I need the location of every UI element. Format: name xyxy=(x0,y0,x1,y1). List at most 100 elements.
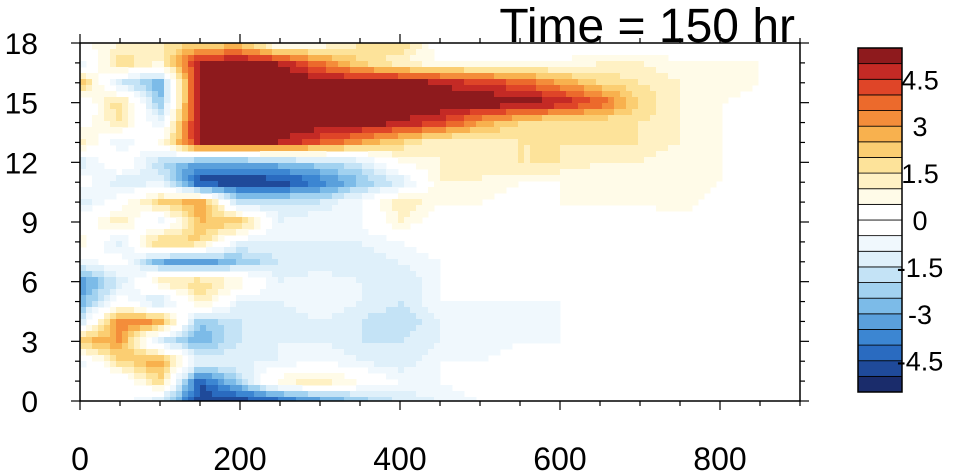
contour-cell xyxy=(326,199,333,206)
contour-cell xyxy=(170,223,177,230)
contour-cell xyxy=(698,151,705,158)
contour-cell xyxy=(710,97,717,104)
contour-cell xyxy=(104,247,111,254)
contour-cell xyxy=(350,361,357,368)
contour-cell xyxy=(518,133,525,140)
contour-cell xyxy=(446,307,453,314)
contour-cell xyxy=(668,79,675,86)
contour-cell xyxy=(212,169,219,176)
contour-cell xyxy=(320,307,327,314)
contour-cell xyxy=(404,223,411,230)
contour-cell xyxy=(524,115,531,122)
contour-cell xyxy=(494,301,501,308)
contour-cell xyxy=(212,157,219,164)
contour-cell xyxy=(86,199,93,206)
contour-cell xyxy=(398,265,405,272)
contour-cell xyxy=(542,133,549,140)
contour-cell xyxy=(290,337,297,344)
contour-cell xyxy=(482,301,489,308)
contour-cell xyxy=(368,85,375,92)
y-tick-label: 15 xyxy=(5,88,38,121)
contour-cell xyxy=(602,175,609,182)
contour-cell xyxy=(500,139,507,146)
contour-cell xyxy=(248,301,255,308)
contour-cell xyxy=(596,103,603,110)
contour-cell xyxy=(422,97,429,104)
contour-cell xyxy=(392,61,399,68)
contour-cell xyxy=(128,271,135,278)
contour-cell xyxy=(128,115,135,122)
contour-cell xyxy=(182,373,189,380)
contour-cell xyxy=(254,385,261,392)
contour-cell xyxy=(512,319,519,326)
contour-cell xyxy=(236,265,243,272)
contour-cell xyxy=(326,337,333,344)
contour-cell xyxy=(278,223,285,230)
contour-cell xyxy=(626,121,633,128)
contour-cell xyxy=(638,91,645,98)
contour-cell xyxy=(320,199,327,206)
contour-cell xyxy=(206,67,213,74)
contour-cell xyxy=(482,103,489,110)
contour-cell xyxy=(218,283,225,290)
contour-cell xyxy=(92,277,99,284)
contour-cell xyxy=(362,253,369,260)
contour-cell xyxy=(194,229,201,236)
contour-cell xyxy=(608,151,615,158)
contour-cell xyxy=(446,91,453,98)
contour-cell xyxy=(422,385,429,392)
contour-cell xyxy=(260,289,267,296)
contour-cell xyxy=(242,103,249,110)
contour-cell xyxy=(386,133,393,140)
contour-cell xyxy=(674,175,681,182)
contour-cell xyxy=(656,67,663,74)
contour-cell xyxy=(362,337,369,344)
contour-cell xyxy=(290,277,297,284)
contour-cell xyxy=(236,229,243,236)
contour-cell xyxy=(590,103,597,110)
contour-cell xyxy=(542,139,549,146)
contour-cell xyxy=(548,157,555,164)
contour-cell xyxy=(182,331,189,338)
contour-cell xyxy=(692,139,699,146)
contour-cell xyxy=(422,109,429,116)
contour-cell xyxy=(422,343,429,350)
contour-cell xyxy=(188,163,195,170)
contour-cell xyxy=(152,91,159,98)
contour-cell xyxy=(422,391,429,398)
contour-cell xyxy=(566,151,573,158)
contour-cell xyxy=(686,145,693,152)
contour-cell xyxy=(98,295,105,302)
contour-cell xyxy=(206,205,213,212)
contour-cell xyxy=(584,91,591,98)
contour-cell xyxy=(212,133,219,140)
contour-cell xyxy=(176,121,183,128)
contour-cell xyxy=(398,157,405,164)
contour-cell xyxy=(254,349,261,356)
contour-cell xyxy=(452,199,459,206)
contour-cell xyxy=(170,265,177,272)
contour-cell xyxy=(104,355,111,362)
contour-cell xyxy=(326,355,333,362)
contour-cell xyxy=(86,289,93,296)
contour-cell xyxy=(662,97,669,104)
contour-cell xyxy=(500,181,507,188)
contour-cell xyxy=(152,373,159,380)
contour-cell xyxy=(452,133,459,140)
contour-cell xyxy=(380,181,387,188)
contour-cell xyxy=(428,355,435,362)
contour-cell xyxy=(86,325,93,332)
contour-cell xyxy=(188,139,195,146)
contour-cell xyxy=(278,139,285,146)
contour-cell xyxy=(458,73,465,80)
contour-cell xyxy=(140,157,147,164)
contour-cell xyxy=(428,373,435,380)
contour-cell xyxy=(620,133,627,140)
contour-cell xyxy=(404,157,411,164)
contour-cell xyxy=(236,319,243,326)
contour-cell xyxy=(194,373,201,380)
contour-cell xyxy=(512,133,519,140)
contour-cell xyxy=(194,265,201,272)
contour-cell xyxy=(284,157,291,164)
contour-cell xyxy=(152,355,159,362)
